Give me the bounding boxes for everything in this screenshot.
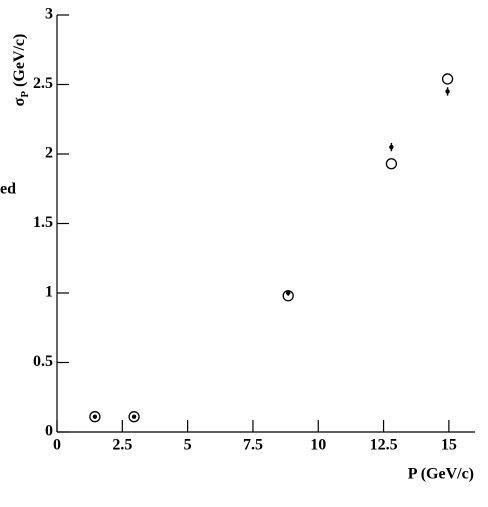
- x-tick-label: 7.5: [243, 437, 263, 454]
- filled-point: [445, 89, 450, 94]
- x-tick-label: 0: [53, 437, 61, 454]
- x-tick-label: 12.5: [370, 437, 398, 454]
- y-axis-label: σP (GeV/c): [11, 34, 31, 107]
- open-point: [89, 411, 101, 423]
- x-tick-label: 2.5: [112, 437, 132, 454]
- filled-point: [92, 414, 98, 419]
- y-tick-label: 2.5: [33, 75, 53, 92]
- open-point: [282, 290, 294, 302]
- filled-point: [131, 414, 137, 419]
- open-point: [128, 411, 140, 423]
- open-point: [441, 73, 454, 85]
- x-axis-label: P (GeV/c): [408, 466, 474, 483]
- y-label-symbol: σ: [11, 97, 28, 106]
- y-label-subscript: P: [19, 91, 31, 98]
- y-tick-label: 0: [45, 423, 53, 440]
- y-tick-label: 0.5: [33, 353, 53, 370]
- y-tick-label: 1.5: [33, 214, 53, 231]
- y-label-unit: (GeV/c): [11, 34, 28, 87]
- x-tick-label: 15: [441, 437, 457, 454]
- filled-point: [286, 290, 291, 296]
- x-tick-label: 10: [310, 437, 326, 454]
- side-text: ed: [0, 181, 16, 198]
- x-tick-label: 5: [184, 437, 192, 454]
- open-point: [385, 158, 398, 170]
- y-tick-label: 1: [45, 284, 53, 301]
- filled-point: [389, 144, 394, 150]
- y-tick-label: 2: [45, 145, 53, 162]
- y-tick-label: 3: [45, 6, 53, 23]
